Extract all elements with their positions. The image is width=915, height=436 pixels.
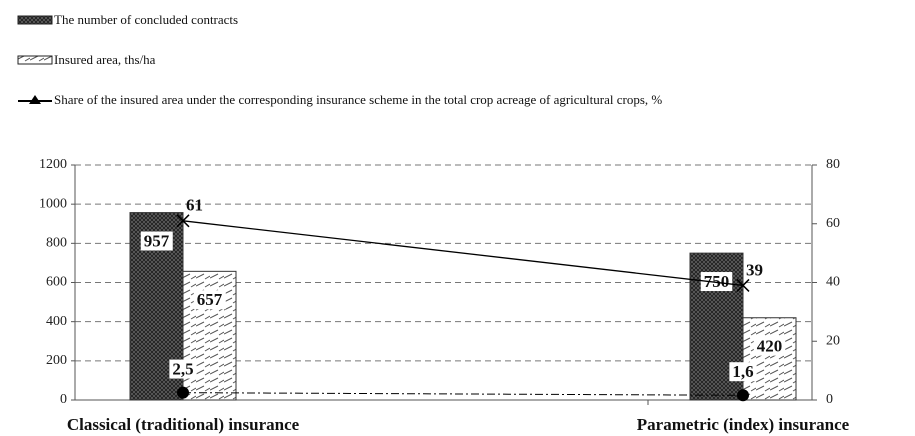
y-tick-label: 1200 xyxy=(39,157,67,172)
legend-label: Share of the insured area under the corr… xyxy=(54,92,663,107)
data-label: 957 xyxy=(144,231,170,250)
bar xyxy=(742,317,797,401)
data-label: 61 xyxy=(186,196,203,215)
x-tick-label: Classical (traditional) insurance xyxy=(67,415,300,434)
y-tick-label: 600 xyxy=(46,275,67,290)
line xyxy=(182,220,744,287)
marker xyxy=(736,278,750,292)
y-tick-label: 1000 xyxy=(39,196,67,211)
y2-tick-label: 80 xyxy=(826,157,840,172)
data-label: 750 xyxy=(704,272,730,291)
legend-item: Insured area, ths/ha xyxy=(16,52,155,67)
legend-swatch xyxy=(17,55,53,65)
legend-label: The number of concluded contracts xyxy=(54,12,239,27)
legend-item: Share of the insured area under the corr… xyxy=(16,92,912,107)
marker xyxy=(737,389,749,402)
y2-tick-label: 0 xyxy=(826,392,833,407)
data-label: 420 xyxy=(757,337,783,356)
legend-item: The number of concluded contracts xyxy=(16,12,238,27)
data-label-bg xyxy=(700,272,733,292)
data-label-bg xyxy=(729,362,757,382)
y-tick-label: 800 xyxy=(46,236,67,251)
data-label-bg xyxy=(753,336,786,356)
data-label: 39 xyxy=(746,260,763,279)
y2-tick-label: 60 xyxy=(826,216,840,231)
data-label-bg xyxy=(169,359,197,379)
data-label: 2,5 xyxy=(172,360,193,379)
legend-swatch xyxy=(17,15,53,25)
legend-swatch xyxy=(18,95,52,104)
line xyxy=(182,392,744,396)
data-label: 1,6 xyxy=(732,362,753,381)
y2-tick-label: 40 xyxy=(826,275,840,290)
marker xyxy=(176,214,190,228)
y-tick-label: 200 xyxy=(46,353,67,368)
y2-tick-label: 20 xyxy=(826,333,840,348)
data-label-bg xyxy=(140,231,173,251)
marker xyxy=(177,386,189,399)
y-tick-label: 0 xyxy=(60,392,67,407)
data-label-bg xyxy=(193,290,226,310)
legend-label: Insured area, ths/ha xyxy=(54,52,156,67)
y-tick-label: 400 xyxy=(46,314,67,329)
x-tick-label: Parametric (index) insurance xyxy=(637,415,850,434)
data-label: 657 xyxy=(197,290,223,309)
